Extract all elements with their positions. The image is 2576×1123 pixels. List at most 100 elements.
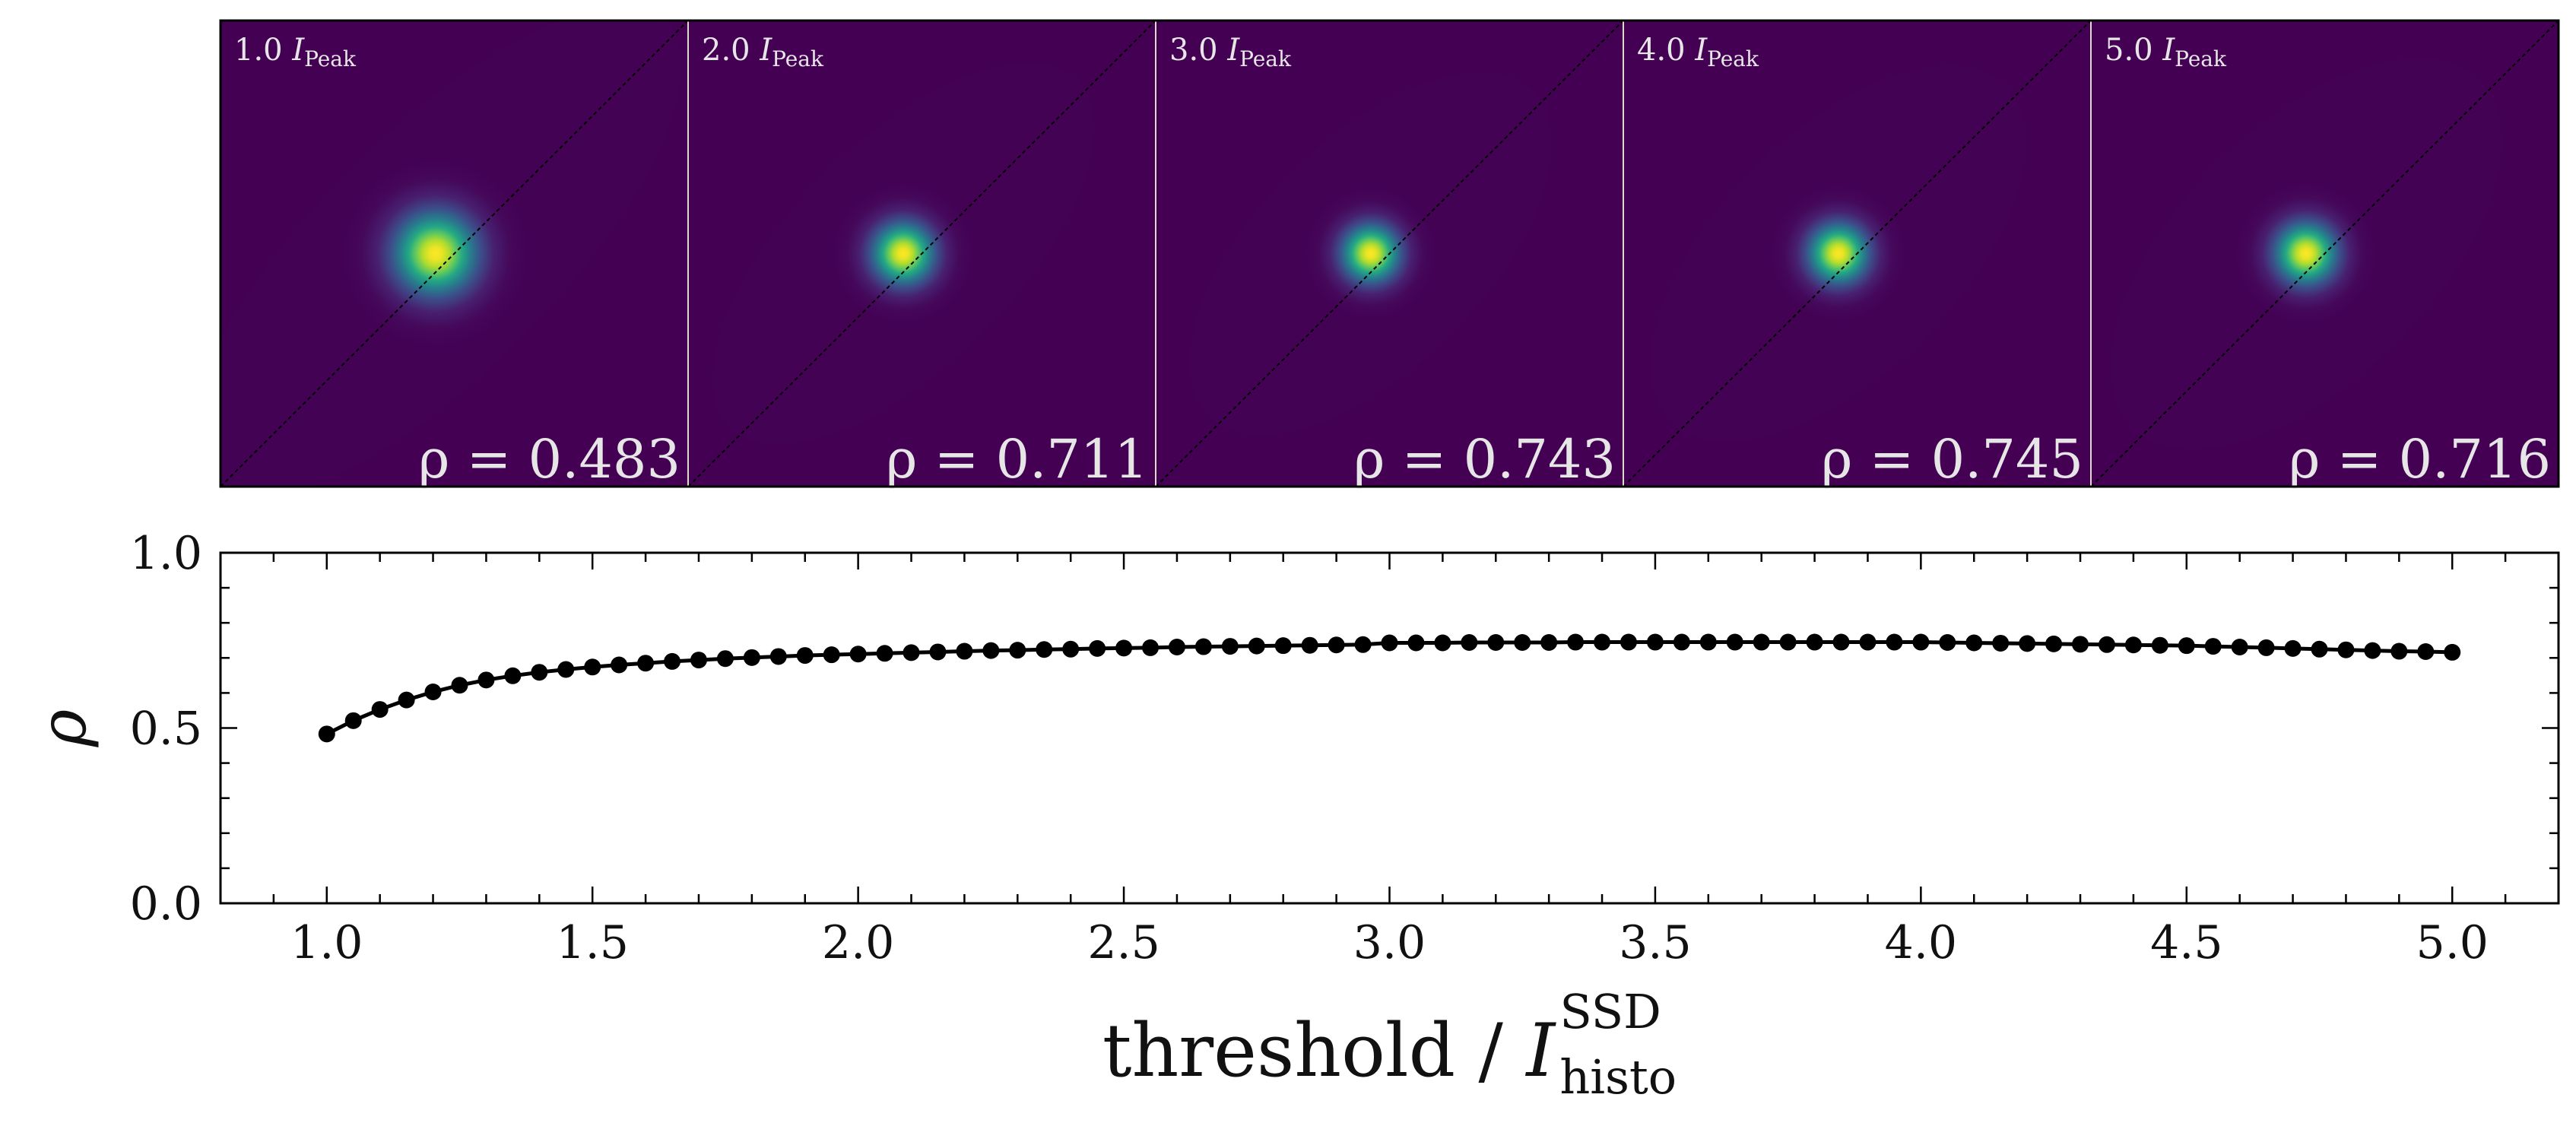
heatmap-strip-frame xyxy=(219,19,2560,488)
data-point xyxy=(690,652,707,669)
data-point xyxy=(2257,639,2275,656)
data-point xyxy=(1221,638,1239,655)
identity-diagonal-line xyxy=(1155,20,1624,487)
plot-frame xyxy=(219,551,2560,905)
data-point xyxy=(1992,634,2010,652)
data-point xyxy=(318,725,335,743)
x-tick-label: 5.0 xyxy=(2416,916,2489,969)
data-point xyxy=(611,656,628,674)
data-point xyxy=(584,658,601,676)
panel-rho-value: ρ = 0.711 xyxy=(886,428,1148,490)
data-point xyxy=(2337,641,2355,658)
data-point xyxy=(2311,640,2328,658)
data-point xyxy=(1726,633,1743,651)
identity-diagonal-line xyxy=(220,20,689,487)
data-point xyxy=(637,655,655,672)
y-tick-label: 1.0 xyxy=(130,527,202,580)
data-point xyxy=(2072,636,2089,653)
data-point xyxy=(1062,640,1080,658)
data-point xyxy=(1594,633,1611,651)
panel-rho-value: ρ = 0.745 xyxy=(1821,428,2083,490)
panel-rho-value: ρ = 0.743 xyxy=(1353,428,1616,490)
data-point xyxy=(1248,637,1265,655)
heatmap-panel-2: 2.0 IPeak ρ = 0.711 xyxy=(687,20,1156,490)
data-point xyxy=(1142,639,1160,656)
heatmap-density-blob xyxy=(1190,72,1552,435)
data-point xyxy=(929,643,947,661)
data-point xyxy=(1620,633,1637,651)
data-point xyxy=(531,664,548,681)
x-tick-label: 1.0 xyxy=(290,916,363,969)
data-point xyxy=(1886,633,1903,651)
data-point xyxy=(2124,636,2142,654)
panel-threshold-label: 3.0 IPeak xyxy=(1169,33,1292,71)
panel-threshold-label: 5.0 IPeak xyxy=(2105,33,2227,71)
panel-threshold-label: 1.0 IPeak xyxy=(234,33,357,71)
data-point xyxy=(1274,637,1292,655)
data-point xyxy=(398,691,415,709)
data-point xyxy=(1168,639,1185,656)
data-point xyxy=(1328,636,1345,654)
data-point xyxy=(982,642,1000,659)
data-point xyxy=(796,647,814,665)
data-point xyxy=(1753,633,1770,651)
data-point xyxy=(2417,643,2435,661)
data-point xyxy=(956,642,973,660)
identity-diagonal-line xyxy=(687,20,1156,487)
line-chart: 1.0 1.5 2.0 2.5 3.0 3.5 4.0 4.5 5.0 0.0 0.5 1.0 ρ thr… xyxy=(26,527,2560,1105)
data-point xyxy=(2178,637,2195,655)
data-point xyxy=(1912,633,1930,651)
data-point xyxy=(876,645,893,662)
x-tick-label: 2.5 xyxy=(1087,916,1160,969)
data-point xyxy=(2364,642,2381,659)
data-point xyxy=(849,646,867,663)
data-point xyxy=(903,644,920,661)
data-point xyxy=(451,677,468,694)
heatmap-density-blob xyxy=(2110,58,2501,449)
identity-diagonal-line xyxy=(2090,20,2559,487)
data-point xyxy=(1354,636,1372,653)
x-tick-label: 4.5 xyxy=(2150,916,2222,969)
identity-diagonal-line xyxy=(1623,20,2092,487)
data-point xyxy=(1567,633,1585,651)
data-point xyxy=(2151,636,2168,654)
data-point xyxy=(424,684,442,701)
data-point xyxy=(1487,634,1505,652)
data-point xyxy=(2444,643,2461,661)
data-point xyxy=(557,661,575,678)
data-point xyxy=(2045,635,2063,652)
data-point xyxy=(1832,633,1850,651)
y-axis-label: ρ xyxy=(26,709,100,747)
data-point xyxy=(1301,636,1318,654)
x-tick-label: 1.5 xyxy=(556,916,628,969)
data-point xyxy=(1779,633,1797,651)
x-tick-label: 3.0 xyxy=(1353,916,1426,969)
data-point xyxy=(716,650,734,668)
data-point xyxy=(1009,642,1026,659)
data-point xyxy=(1673,633,1690,651)
data-point xyxy=(2231,639,2248,656)
data-point xyxy=(1036,641,1053,658)
heatmap-density-blob xyxy=(220,21,683,487)
y-axis: 0.0 0.5 1.0 xyxy=(130,527,2559,931)
data-point xyxy=(1806,633,1823,651)
data-point xyxy=(1965,634,1983,652)
panel-threshold-label: 2.0 IPeak xyxy=(702,33,824,71)
data-point xyxy=(1540,634,1558,652)
panel-rho-value: ρ = 0.483 xyxy=(418,428,680,490)
data-point xyxy=(1434,634,1451,652)
data-point xyxy=(2019,635,2036,652)
data-point xyxy=(1115,639,1133,657)
data-point xyxy=(1461,634,1478,652)
data-point xyxy=(1859,633,1876,651)
y-tick-label: 0.0 xyxy=(130,877,202,931)
data-point xyxy=(1194,638,1212,655)
data-point xyxy=(769,648,787,665)
heatmap-panel-4: 4.0 IPeak ρ = 0.745 xyxy=(1623,20,2092,490)
data-point xyxy=(664,652,681,670)
data-point xyxy=(504,667,522,684)
data-point xyxy=(1699,633,1717,651)
heatmap-density-blob xyxy=(1650,65,2027,442)
data-point xyxy=(1646,633,1664,651)
